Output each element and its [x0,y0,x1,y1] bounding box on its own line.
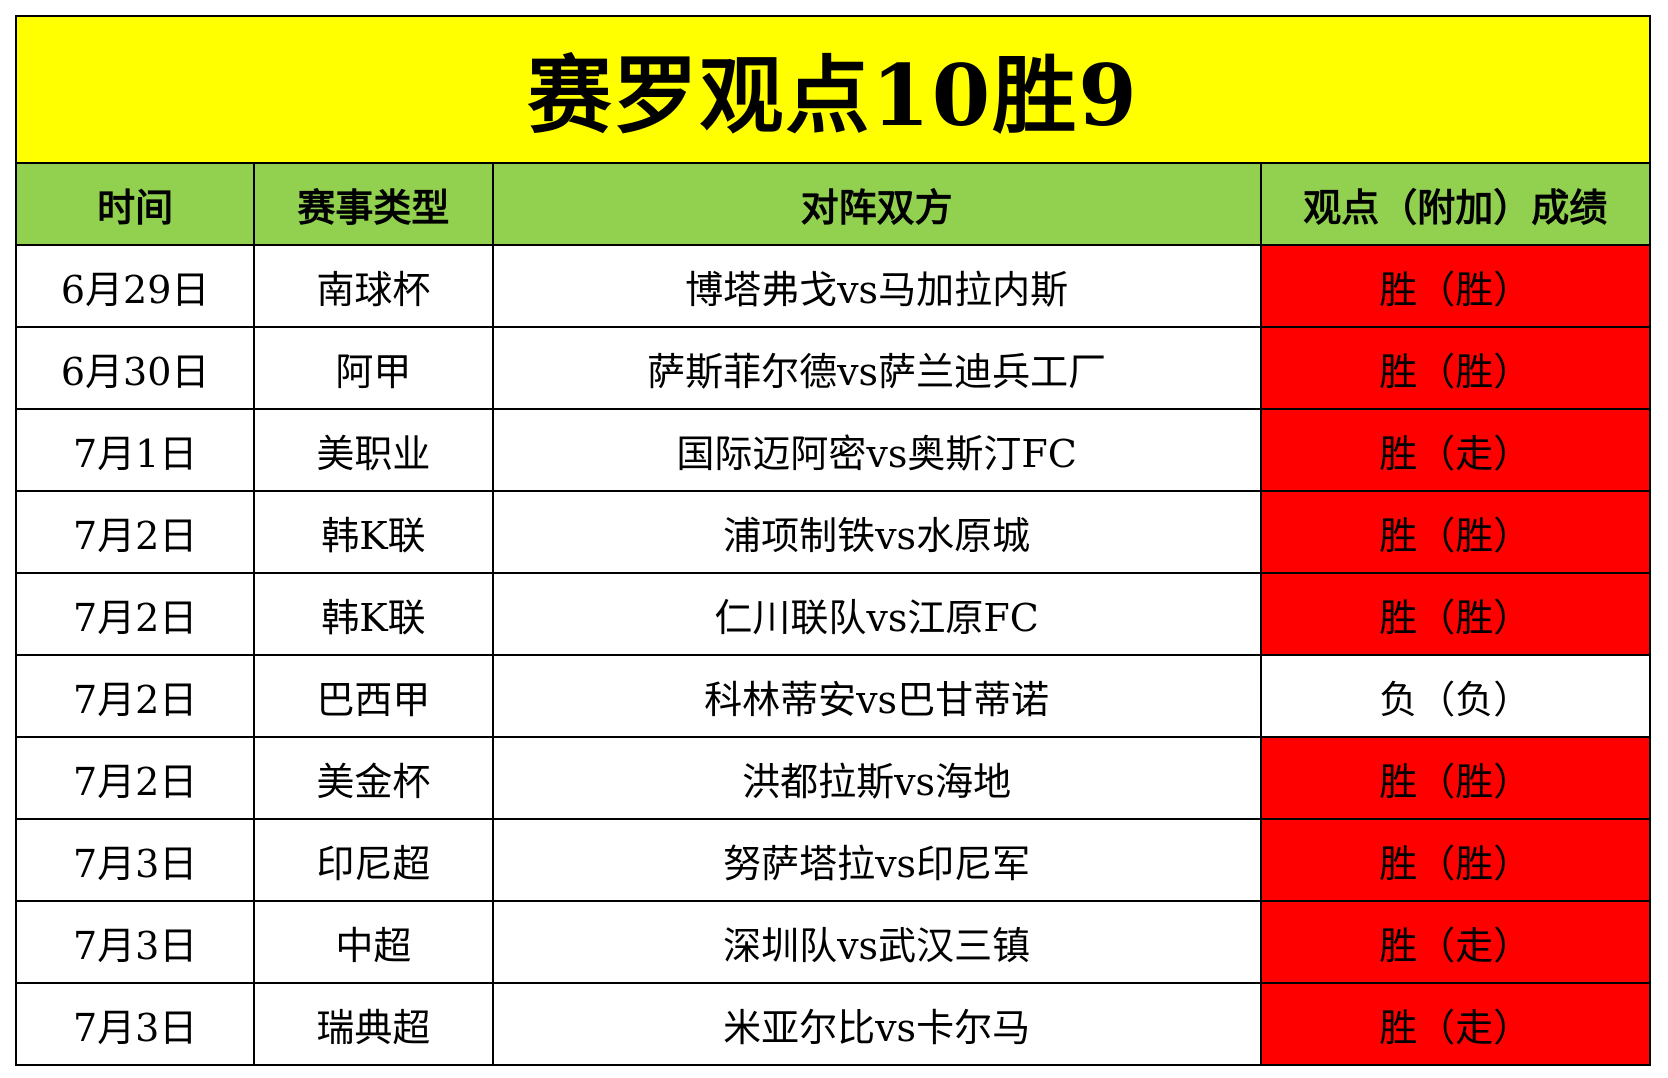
cell-date: 6月30日 [14,326,256,410]
cell-league: 南球杯 [253,244,494,328]
table-row: 7月2日 韩K联 仁川联队vs江原FC 胜（胜） [14,572,1652,656]
cell-result: 胜（胜） [1259,490,1652,574]
header-result: 观点（附加）成绩 [1259,162,1652,246]
cell-result: 负（负） [1259,654,1652,738]
table-row: 7月2日 韩K联 浦项制铁vs水原城 胜（胜） [14,490,1652,574]
header-league: 赛事类型 [253,162,494,246]
cell-result: 胜（胜） [1259,244,1652,328]
cell-league: 美职业 [253,408,494,492]
cell-match: 博塔弗戈vs马加拉内斯 [491,244,1262,328]
cell-date: 6月29日 [14,244,256,328]
cell-league: 印尼超 [253,818,494,902]
cell-result: 胜（胜） [1259,572,1652,656]
cell-match: 浦项制铁vs水原城 [491,490,1262,574]
header-row: 时间 赛事类型 对阵双方 观点（附加）成绩 [14,162,1652,246]
cell-date: 7月1日 [14,408,256,492]
page-title: 赛罗观点10胜9 [15,15,1651,164]
cell-league: 韩K联 [253,572,494,656]
cell-league: 巴西甲 [253,654,494,738]
cell-date: 7月3日 [14,818,256,902]
header-match: 对阵双方 [491,162,1262,246]
table-row: 7月3日 印尼超 努萨塔拉vs印尼军 胜（胜） [14,818,1652,902]
cell-date: 7月3日 [14,982,256,1066]
cell-match: 科林蒂安vs巴甘蒂诺 [491,654,1262,738]
cell-match: 深圳队vs武汉三镇 [491,900,1262,984]
cell-league: 阿甲 [253,326,494,410]
cell-result: 胜（走） [1259,900,1652,984]
cell-date: 7月2日 [14,654,256,738]
cell-league: 瑞典超 [253,982,494,1066]
title-row: 赛罗观点10胜9 [15,15,1651,164]
cell-result: 胜（胜） [1259,818,1652,902]
cell-date: 7月2日 [14,572,256,656]
cell-result: 胜（走） [1259,982,1652,1066]
cell-result: 胜（胜） [1259,736,1652,820]
cell-match: 努萨塔拉vs印尼军 [491,818,1262,902]
cell-league: 韩K联 [253,490,494,574]
cell-match: 萨斯菲尔德vs萨兰迪兵工厂 [491,326,1262,410]
cell-date: 7月3日 [14,900,256,984]
table-row: 6月29日 南球杯 博塔弗戈vs马加拉内斯 胜（胜） [14,244,1652,328]
table-row: 7月2日 美金杯 洪都拉斯vs海地 胜（胜） [14,736,1652,820]
cell-match: 洪都拉斯vs海地 [491,736,1262,820]
cell-date: 7月2日 [14,490,256,574]
cell-result: 胜（胜） [1259,326,1652,410]
cell-match: 米亚尔比vs卡尔马 [491,982,1262,1066]
table-row: 6月30日 阿甲 萨斯菲尔德vs萨兰迪兵工厂 胜（胜） [14,326,1652,410]
cell-result: 胜（走） [1259,408,1652,492]
cell-match: 国际迈阿密vs奥斯汀FC [491,408,1262,492]
results-table: 赛罗观点10胜9 时间 赛事类型 对阵双方 观点（附加）成绩 6月29日 南球杯博… [14,15,1652,1066]
cell-date: 7月2日 [14,736,256,820]
header-date: 时间 [14,162,256,246]
cell-match: 仁川联队vs江原FC [491,572,1262,656]
cell-league: 美金杯 [253,736,494,820]
table-row: 7月1日 美职业 国际迈阿密vs奥斯汀FC 胜（走） [14,408,1652,492]
table-row: 7月3日 瑞典超 米亚尔比vs卡尔马 胜（走） [14,982,1652,1066]
cell-league: 中超 [253,900,494,984]
table-row: 7月2日 巴西甲 科林蒂安vs巴甘蒂诺 负（负） [14,654,1652,738]
table-row: 7月3日 中超 深圳队vs武汉三镇 胜（走） [14,900,1652,984]
